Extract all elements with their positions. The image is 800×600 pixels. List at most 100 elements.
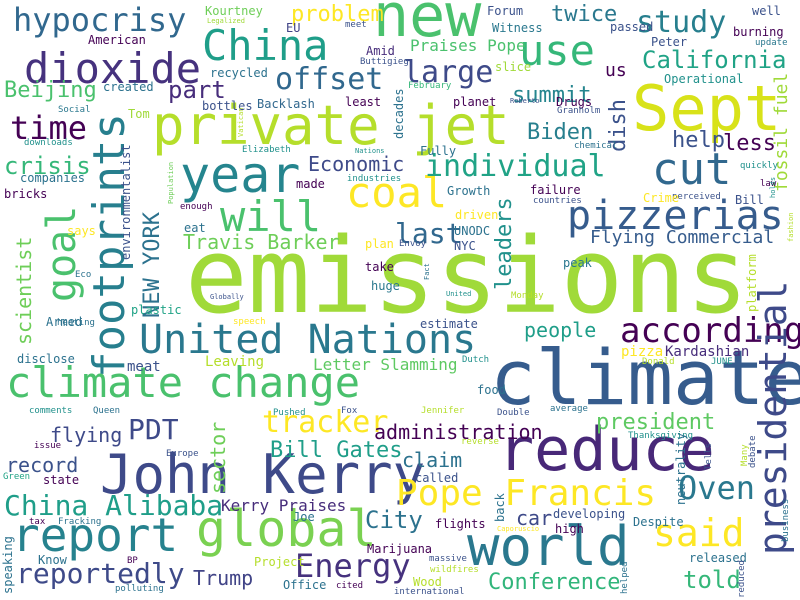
word-companies: companies — [20, 171, 86, 185]
word-environmentalist: environmentalist — [119, 144, 133, 260]
word-countries: countries — [533, 196, 582, 206]
word-envoy: Envoy — [399, 239, 427, 249]
word-platform: platform — [745, 254, 759, 312]
word-social: Social — [58, 105, 91, 115]
word-bottles: bottles — [202, 99, 253, 113]
word-unodc: UNODC — [454, 224, 491, 238]
word-debate: debate — [748, 435, 758, 468]
word-time: time — [10, 109, 88, 147]
word-passed: passed — [610, 20, 654, 34]
word-caporuscio: Caporuscio — [497, 525, 540, 533]
word-leaving: Leaving — [205, 354, 265, 370]
word-fact: Fact — [423, 263, 431, 280]
word-armed: Armed — [46, 315, 83, 329]
word-buttigieg: Buttigieg — [360, 57, 409, 67]
word-peter: Peter — [651, 35, 688, 49]
word-enough: enough — [180, 202, 213, 212]
word-reduced: reduced — [737, 560, 747, 598]
word-burning: burning — [733, 25, 784, 39]
word-released: released — [689, 551, 747, 565]
word-witness: Witness — [492, 21, 543, 35]
word-us: us — [605, 60, 627, 81]
word-travis-barker: Travis Barker — [183, 230, 340, 254]
word-plastic: plastic — [131, 303, 182, 317]
word-will: will — [220, 192, 322, 241]
word-tax: tax — [29, 517, 46, 527]
word-speech: speech — [233, 317, 266, 327]
word-elizabeth: Elizabeth — [242, 145, 291, 155]
word-roberto: Roberto — [510, 97, 540, 105]
word-emissions: emissions — [185, 215, 749, 337]
word-president: president — [596, 410, 716, 435]
word-well: well — [752, 4, 781, 18]
word-claim: claim — [402, 448, 463, 472]
word-pizza: pizza — [621, 344, 664, 360]
word-peak: peak — [563, 256, 592, 270]
word-california: California — [642, 46, 787, 74]
word-issue: issue — [34, 441, 62, 451]
word-eu: EU — [286, 21, 301, 35]
word-state: state — [43, 473, 80, 487]
word-united: United — [446, 290, 472, 298]
word-fracking: Fracking — [58, 517, 102, 527]
word-helped: helped — [620, 561, 630, 594]
word-failure: failure — [530, 183, 581, 197]
word-meet: meet — [345, 20, 367, 30]
word-law: law — [760, 179, 777, 189]
word-tracker: tracker — [262, 405, 389, 440]
word-slice: slice — [495, 60, 532, 74]
word-fossil-fuel: fossil fuel — [771, 72, 792, 192]
word-backlash: Backlash — [257, 97, 315, 111]
word-new: new — [373, 0, 482, 51]
word-bill: Bill — [735, 193, 764, 207]
word-according: according — [620, 311, 800, 351]
word-flying: flying — [50, 423, 123, 447]
word-marijuana: Marijuana — [367, 542, 433, 556]
word-china-alibaba: China Alibaba — [4, 489, 224, 522]
word-offset: offset — [275, 62, 384, 97]
word-bp: BP — [127, 556, 138, 566]
word-large: large — [403, 55, 494, 90]
word-estimate: estimate — [420, 317, 478, 331]
word-chemical: chemical — [574, 141, 618, 151]
word-bricks: bricks — [4, 187, 48, 201]
word-average: average — [550, 404, 588, 414]
word-huge: huge — [371, 279, 400, 293]
word-granholm: Granholm — [557, 106, 601, 116]
word-less: less — [723, 131, 776, 156]
word-decades: decades — [392, 88, 406, 139]
word-trump: Trump — [193, 566, 254, 590]
word-operational: Operational — [664, 72, 744, 86]
word-tom: Tom — [128, 107, 150, 121]
word-eat: eat — [184, 221, 206, 235]
word-downloads: downloads — [24, 138, 73, 148]
word-coal: coal — [346, 168, 448, 217]
word-praises-pope: Praises Pope — [410, 36, 526, 55]
word-vatican: Vatican — [237, 107, 245, 137]
word-car: car — [516, 506, 553, 530]
word-people: people — [524, 318, 597, 342]
word-reportedly: reportedly — [16, 557, 185, 590]
word-february: February — [408, 81, 452, 91]
word-kerry-praises: Kerry Praises — [221, 496, 347, 515]
word-american: American — [88, 33, 146, 47]
word-know: Know — [38, 553, 67, 567]
word-administration: administration — [374, 420, 543, 444]
word-jennifer: Jennifer — [421, 406, 465, 416]
word-nyc: NYC — [454, 239, 476, 253]
word-united-nations: United Nations — [139, 317, 477, 363]
word-office: Office — [283, 578, 327, 592]
word-reverse: reverse — [461, 437, 499, 447]
word-flying-commercial: Flying Commercial — [590, 227, 775, 248]
word-world: world — [467, 515, 630, 578]
word-developing: developing — [553, 507, 626, 521]
word-drugs: Drugs — [556, 95, 593, 109]
word-climate-change: climate change — [6, 358, 361, 407]
word-driven: driven — [455, 208, 499, 222]
word-meat: meat — [127, 359, 161, 375]
word-queen: Queen — [93, 406, 121, 416]
word-europe: Europe — [166, 449, 199, 459]
word-john-kerry: John Kerry — [100, 443, 426, 506]
word-record: record — [6, 453, 79, 477]
word-summit: summit — [512, 83, 592, 108]
